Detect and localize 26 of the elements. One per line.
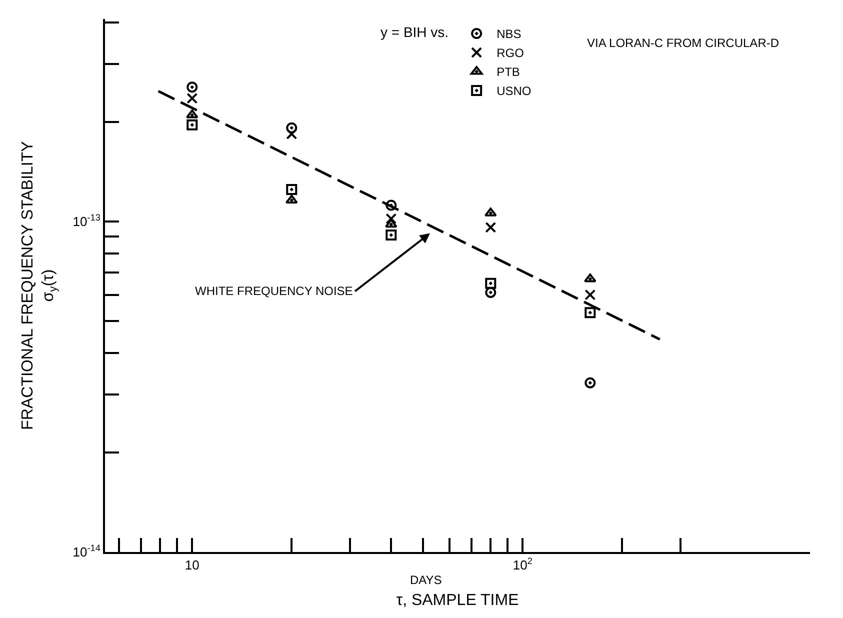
legend-label: RGO — [496, 46, 524, 60]
point — [384, 218, 398, 228]
point — [485, 222, 496, 233]
point — [584, 377, 596, 388]
point — [584, 289, 596, 300]
point — [186, 92, 198, 104]
legend-label: USNO — [496, 84, 532, 98]
point — [286, 184, 298, 195]
text: DAYS — [410, 573, 442, 587]
annotation: VIA LORAN-C FROM CIRCULAR-D — [587, 36, 780, 50]
point — [186, 82, 198, 93]
point — [386, 230, 397, 241]
point — [584, 307, 596, 318]
annotation: WHITE FREQUENCY NOISE — [195, 284, 353, 298]
x-axis-title: τ, SAMPLE TIME — [396, 592, 519, 609]
point — [286, 122, 298, 134]
y-tick-label: 10$^{-13}$ — [72, 212, 100, 230]
x-tick-label: 10$^{2}$ — [512, 556, 532, 573]
legend-title: y = BIH vs. — [380, 24, 449, 40]
point — [485, 278, 496, 289]
point — [186, 119, 198, 130]
x-tick-label: 10 — [184, 558, 200, 573]
legend-label: PTB — [496, 65, 520, 80]
legend-label: NBS — [496, 27, 522, 42]
point — [386, 200, 397, 211]
y-tick-label: 10$^{-14}$ — [72, 543, 100, 560]
